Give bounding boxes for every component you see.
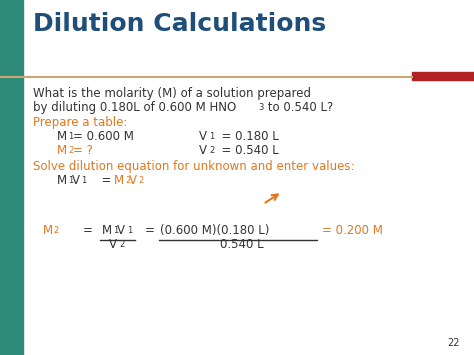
Text: 2: 2: [54, 226, 59, 235]
Text: 22: 22: [447, 338, 460, 348]
Text: What is the molarity (M) of a solution prepared: What is the molarity (M) of a solution p…: [33, 87, 311, 100]
Text: 0.540 L: 0.540 L: [220, 238, 264, 251]
Text: 1: 1: [113, 226, 118, 235]
Text: 2: 2: [68, 146, 73, 155]
Text: 1: 1: [127, 226, 132, 235]
Text: Dilution Calculations: Dilution Calculations: [33, 12, 326, 37]
Text: (0.600 M)(0.180 L): (0.600 M)(0.180 L): [160, 224, 270, 237]
Text: = 0.600 M: = 0.600 M: [73, 130, 133, 143]
Text: V: V: [117, 224, 125, 237]
Text: 1: 1: [68, 176, 73, 185]
Text: 1: 1: [68, 132, 73, 141]
Text: by diluting 0.180L of 0.600 M HNO: by diluting 0.180L of 0.600 M HNO: [33, 101, 237, 114]
Text: 2: 2: [119, 240, 125, 249]
Text: =: =: [94, 174, 111, 187]
Text: =: =: [83, 224, 93, 237]
Text: V: V: [109, 238, 117, 251]
Text: V: V: [199, 144, 207, 158]
Text: M: M: [102, 224, 112, 237]
Text: 2: 2: [138, 176, 144, 185]
Bar: [412, 72, 474, 80]
Text: M: M: [57, 144, 67, 158]
Text: = 0.200 M: = 0.200 M: [322, 224, 383, 237]
Text: V: V: [129, 174, 137, 187]
Text: 2: 2: [210, 146, 215, 155]
Text: Prepare a table:: Prepare a table:: [33, 116, 128, 130]
Text: 1: 1: [82, 176, 87, 185]
Text: M: M: [43, 224, 53, 237]
Text: 1: 1: [210, 132, 215, 141]
Bar: [0, 0, 23, 355]
Text: Solve dilution equation for unknown and enter values:: Solve dilution equation for unknown and …: [33, 160, 355, 173]
Text: =: =: [145, 224, 155, 237]
Text: = ?: = ?: [73, 144, 92, 158]
Text: M: M: [114, 174, 124, 187]
Text: M: M: [57, 130, 67, 143]
Text: M: M: [57, 174, 67, 187]
Text: to 0.540 L?: to 0.540 L?: [264, 101, 333, 114]
Text: = 0.180 L: = 0.180 L: [214, 130, 279, 143]
Text: = 0.540 L: = 0.540 L: [214, 144, 279, 158]
Text: 3: 3: [258, 103, 264, 112]
Text: 2: 2: [125, 176, 130, 185]
Text: V: V: [72, 174, 80, 187]
Text: V: V: [199, 130, 207, 143]
